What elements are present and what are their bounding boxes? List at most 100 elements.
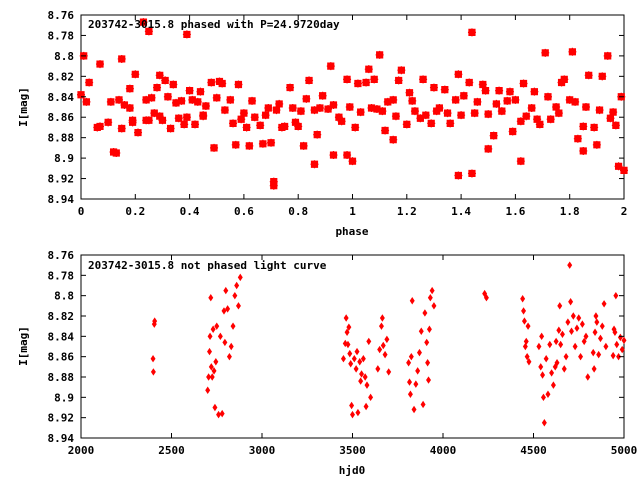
data-point [225,305,231,313]
data-point [603,342,609,351]
data-point [389,95,398,104]
data-point [351,354,357,363]
data-point [358,377,364,385]
data-point [310,160,319,169]
data-point [524,352,530,361]
data-point [567,261,573,269]
data-point [264,104,273,113]
data-point [568,298,574,306]
y-tick-label: 8.8 [54,290,74,303]
data-point [541,419,547,427]
data-point [554,109,563,118]
x-tick-label: 2500 [158,444,185,457]
data-point [418,327,424,335]
data-point [351,123,360,132]
data-point [425,359,431,367]
data-point [619,345,625,354]
data-point [353,365,359,373]
data-point [128,116,137,125]
data-point [482,289,488,298]
data-point [366,337,372,346]
data-point [538,363,544,371]
data-point [410,107,419,116]
data-point [590,123,599,132]
data-point [391,112,400,121]
data-point [158,116,167,125]
data-point [579,320,585,328]
data-point [344,328,350,336]
data-point [579,146,588,155]
data-point [573,134,582,143]
data-point [150,368,156,376]
data-point [318,91,327,100]
data-point [539,332,545,341]
data-point [516,157,525,166]
data-point [408,352,414,361]
chart-title: 203742-3015.8 not phased light curve [88,259,327,272]
data-point [540,393,546,402]
tick-group: 2000 2500 3000 3500 4000 4500 50008.768.788.88… [48,249,638,457]
data-point [522,342,528,351]
data-point [549,369,555,377]
data-point [557,302,563,310]
data-point [523,337,529,346]
y-tick-label: 8.8 [54,50,74,63]
data-point [530,87,539,96]
y-tick-label: 8.82 [48,70,75,83]
data-point [382,350,388,359]
data-point [82,97,91,106]
y-tick-label: 8.88 [48,132,75,145]
data-point [505,87,514,96]
data-point [535,120,544,129]
data-point [77,90,85,99]
data-point [193,97,202,106]
data-point [384,335,390,344]
data-point [161,76,170,85]
data-point [219,409,225,418]
y-tick-label: 8.82 [48,310,75,323]
data-point [208,363,214,371]
data-point [621,336,627,345]
data-point [561,365,567,373]
data-point [419,75,428,84]
data-point [250,113,259,122]
data-point [139,18,148,27]
data-point [421,111,430,120]
data-point [595,106,604,115]
data-point [565,318,571,326]
data-point [593,312,599,320]
data-point [492,99,501,108]
data-point [426,325,432,333]
data-point [560,75,569,84]
data-point [177,96,186,105]
data-point [429,286,435,295]
data-point [408,96,417,105]
data-point [370,75,379,84]
data-point [348,157,357,166]
data-point [578,352,584,361]
data-point [363,402,369,411]
data-point [223,286,229,295]
data-point [199,112,208,121]
data-point [169,80,178,89]
data-point [581,337,587,346]
data-point [196,87,205,96]
data-point [484,110,493,119]
data-point [386,368,392,376]
data-point [353,79,362,88]
data-point [552,363,558,371]
data-point [497,107,506,116]
data-point [288,104,297,113]
y-tick-label: 8.86 [48,111,75,124]
data-point [380,341,386,350]
data-point [345,103,354,111]
data-point [467,28,476,37]
data-point [326,62,335,71]
data-point [286,83,295,92]
x-tick-label: 1.6 [505,205,525,218]
y-axis-title: I[mag] [17,87,30,127]
y-tick-label: 8.84 [48,91,75,104]
chart-title: 203742-3015.8 phased with P=24.9720day [88,18,340,31]
data-point [527,104,536,113]
data-point [579,122,588,131]
